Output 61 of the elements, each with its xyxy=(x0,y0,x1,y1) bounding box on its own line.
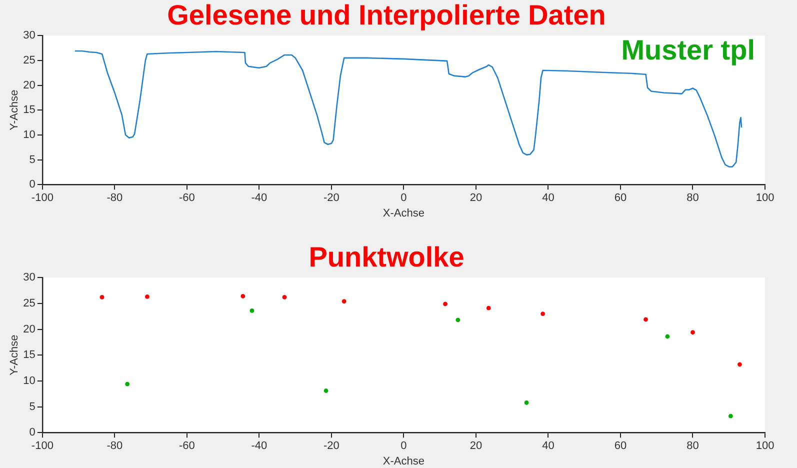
y-tick-label: 0 xyxy=(29,426,36,439)
point xyxy=(100,295,104,300)
point xyxy=(738,362,742,367)
point xyxy=(644,317,648,322)
x-tick-label: 40 xyxy=(542,440,554,452)
x-tick-label: 80 xyxy=(686,440,699,452)
y-tick-label: 20 xyxy=(23,79,36,92)
x-tick-label: -20 xyxy=(324,440,340,452)
x-tick-label: -100 xyxy=(31,192,54,204)
x-tick-label: -80 xyxy=(106,440,123,452)
x-tick-label: -80 xyxy=(106,192,123,204)
x-tick-label: 100 xyxy=(756,440,774,452)
point xyxy=(443,302,448,306)
x-axis-title: X-Achse xyxy=(382,455,425,468)
y-tick-label: 15 xyxy=(23,349,36,362)
chart-title: Gelesene und Interpolierte Daten xyxy=(167,0,606,31)
point xyxy=(324,388,328,393)
x-tick-label: 60 xyxy=(614,440,627,452)
point xyxy=(486,306,491,310)
point xyxy=(456,318,460,322)
y-tick-label: 0 xyxy=(29,178,36,191)
y-tick-label: 25 xyxy=(23,54,36,66)
point xyxy=(250,308,254,313)
x-tick-label: 0 xyxy=(400,192,407,204)
x-tick-label: -40 xyxy=(251,192,268,204)
y-axis-title: Y-Achse xyxy=(8,334,21,376)
x-tick-label: -20 xyxy=(324,192,340,204)
x-tick-label: 80 xyxy=(686,192,699,204)
x-tick-label: 100 xyxy=(756,192,774,204)
point xyxy=(524,400,529,405)
point xyxy=(282,295,287,300)
y-tick-label: 20 xyxy=(23,323,36,336)
y-tick-label: 5 xyxy=(29,400,36,413)
y-tick-label: 25 xyxy=(23,297,36,310)
chart-title: Punktwolke xyxy=(308,242,464,273)
point xyxy=(240,294,246,298)
point xyxy=(540,312,546,316)
point xyxy=(125,382,130,386)
point xyxy=(342,299,346,304)
y-tick-label: 5 xyxy=(29,154,36,166)
point xyxy=(665,334,670,339)
point xyxy=(690,330,695,335)
y-axis-title: Y-Achse xyxy=(8,90,21,130)
x-tick-label: 20 xyxy=(470,440,482,452)
y-tick-label: 10 xyxy=(23,374,36,387)
x-tick-label: 0 xyxy=(400,440,407,452)
x-tick-label: 60 xyxy=(614,192,627,204)
point xyxy=(145,294,150,299)
x-axis-title: X-Achse xyxy=(382,207,425,220)
y-tick-label: 30 xyxy=(23,30,36,42)
x-tick-label: -60 xyxy=(178,192,195,204)
y-tick-label: 30 xyxy=(23,272,36,284)
y-tick-label: 15 xyxy=(23,104,36,116)
x-tick-label: 20 xyxy=(470,192,482,204)
point xyxy=(728,414,733,418)
annotation: Muster tpl xyxy=(621,34,755,66)
x-tick-label: 40 xyxy=(542,192,554,204)
y-tick-label: 10 xyxy=(23,128,36,141)
x-tick-label: -60 xyxy=(178,440,195,452)
x-tick-label: -40 xyxy=(251,440,268,452)
x-tick-label: -100 xyxy=(31,440,54,452)
